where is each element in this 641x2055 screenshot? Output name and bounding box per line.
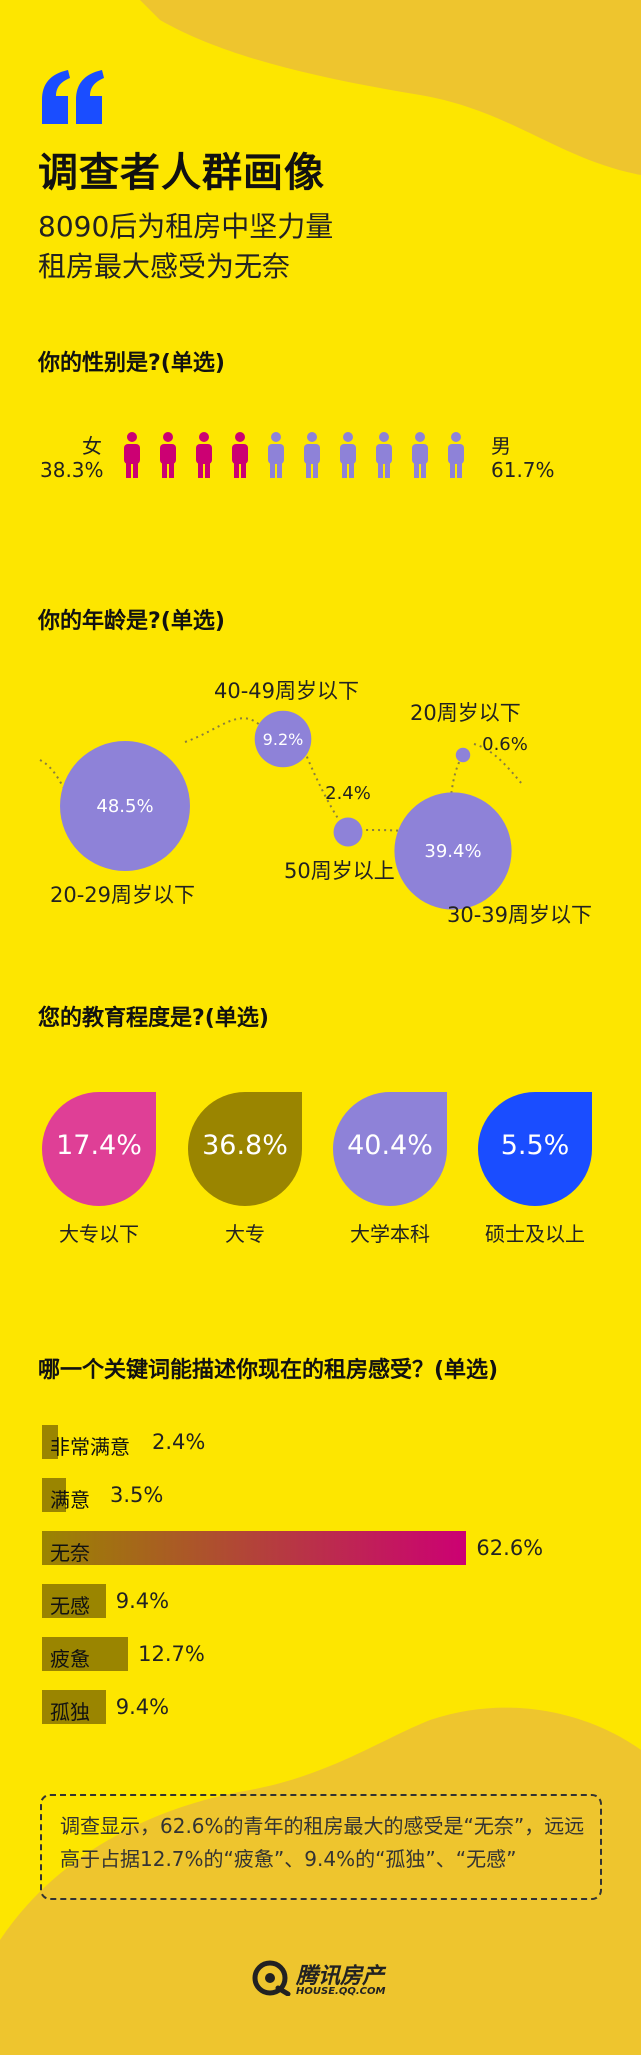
feeling-category-label: 孤独 <box>50 1700 90 1724</box>
feeling-bar-row: 疲惫 12.7% <box>42 1637 602 1671</box>
feeling-value-label: 62.6% <box>476 1536 544 1560</box>
page-subtitle-2: 租房最大感受为无奈 <box>38 250 291 283</box>
education-bubble: 40.4% <box>333 1092 447 1206</box>
gender-question: 你的性别是?(单选) <box>38 351 225 376</box>
education-bubble: 5.5% <box>478 1092 592 1206</box>
logo-icon <box>252 1960 291 1996</box>
page-title: 调查者人群画像 <box>38 150 325 196</box>
feeling-category-label: 满意 <box>50 1488 90 1512</box>
feeling-value-label: 3.5% <box>110 1483 164 1507</box>
education-category-label: 大专以下 <box>59 1222 139 1246</box>
feeling-category-label: 疲惫 <box>50 1647 90 1671</box>
feeling-category-label: 无感 <box>50 1594 90 1618</box>
feeling-bar-row: 无感 9.4% <box>42 1584 602 1618</box>
education-category-label: 硕士及以上 <box>485 1222 585 1246</box>
feeling-value-label: 12.7% <box>138 1642 205 1666</box>
logo-name: 腾讯房产 <box>296 1964 385 1989</box>
feeling-bar <box>42 1584 106 1618</box>
feeling-bar-row: 满意 3.5% <box>42 1478 602 1512</box>
feeling-category-label: 无奈 <box>50 1541 90 1565</box>
education-bubble: 36.8% <box>188 1092 302 1206</box>
education-value-label: 40.4% <box>347 1130 433 1161</box>
feeling-bar-row: 孤独 9.4% <box>42 1690 602 1724</box>
feeling-bar <box>42 1531 467 1565</box>
logo-url: HOUSE.QQ.COM <box>296 1986 386 1997</box>
feeling-question: 哪一个关键词能描述你现在的租房感受？(单选) <box>38 1358 499 1383</box>
education-value-label: 17.4% <box>56 1130 142 1161</box>
feeling-category-label: 非常满意 <box>50 1435 130 1459</box>
education-category-label: 大专 <box>225 1222 265 1246</box>
female-label: 女 <box>82 434 102 458</box>
feeling-bar-row: 非常满意 2.4% <box>42 1425 602 1459</box>
summary-note: 调查显示，62.6%的青年的租房最大的感受是“无奈”，远远高于占据12.7%的“… <box>40 1794 602 1900</box>
age-question: 你的年龄是?(单选) <box>38 609 225 634</box>
male-label: 男 <box>491 434 511 458</box>
female-value: 38.3% <box>40 458 104 482</box>
feeling-bar <box>42 1637 129 1671</box>
male-value: 61.7% <box>491 458 555 482</box>
feeling-value-label: 9.4% <box>115 1695 170 1719</box>
quote-icon <box>42 70 104 124</box>
feeling-bar-row: 无奈 62.6% <box>42 1531 602 1565</box>
page-subtitle-1: 8090后为租房中坚力量 <box>38 210 334 243</box>
education-question: 您的教育程度是?(单选) <box>38 1006 269 1031</box>
education-value-label: 36.8% <box>202 1130 288 1161</box>
feeling-value-label: 9.4% <box>115 1589 170 1613</box>
education-value-label: 5.5% <box>500 1130 570 1161</box>
feeling-bar <box>42 1425 59 1459</box>
education-bubble: 17.4% <box>42 1092 156 1206</box>
feeling-value-label: 2.4% <box>152 1430 206 1454</box>
feeling-bar <box>42 1478 66 1512</box>
feeling-bar <box>42 1690 106 1724</box>
education-category-label: 大学本科 <box>350 1222 430 1246</box>
summary-note-text: 调查显示，62.6%的青年的租房最大的感受是“无奈”，远远高于占据12.7%的“… <box>60 1814 585 1871</box>
